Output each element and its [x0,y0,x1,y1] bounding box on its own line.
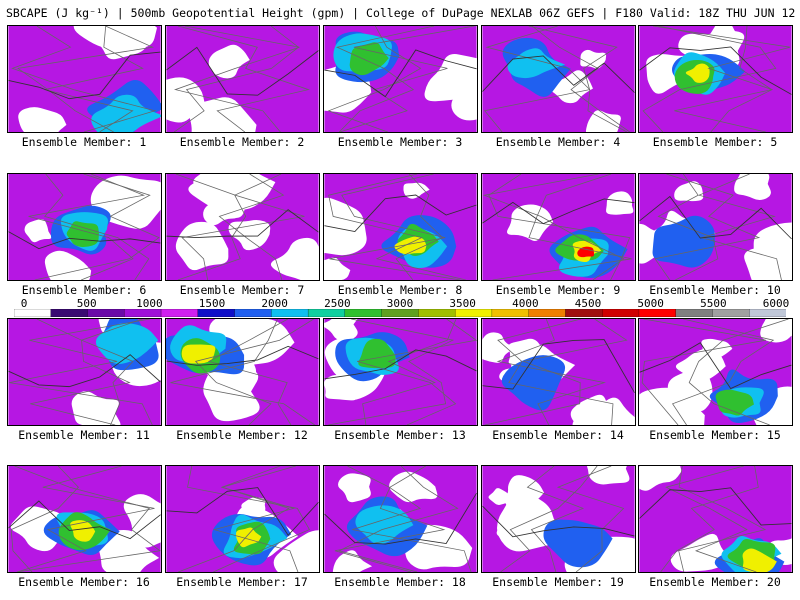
panel-label-member-14: Ensemble Member: 14 [492,428,624,442]
colorbar-bin [491,309,530,317]
colorbar [14,309,786,317]
colorbar-tick-label: 1500 [198,297,226,310]
map-panel-member-4 [481,25,636,133]
colorbar-bin [418,309,456,317]
colorbar-bin [749,309,786,317]
colorbar-bin [565,309,603,317]
map-panel-member-10 [638,173,793,281]
colorbar-tick-label: 0 [20,297,28,310]
colorbar-bin [197,309,236,317]
colorbar-bin [675,309,714,317]
map-panel-member-5 [638,25,793,133]
panel-label-member-9: Ensemble Member: 9 [495,283,621,297]
colorbar-bin [14,309,52,317]
map-panel-member-7 [165,173,320,281]
colorbar-tick-label: 5000 [637,297,664,310]
colorbar-bin [381,309,420,317]
colorbar-bin [307,309,346,317]
colorbar-bin [712,309,750,317]
map-panel-member-9 [481,173,636,281]
map-panel-member-1 [7,25,162,133]
panel-label-member-12: Ensemble Member: 12 [176,428,308,442]
colorbar-bin [638,309,677,317]
map-panel-member-12 [165,318,320,426]
colorbar-bin [454,309,493,317]
panel-label-member-6: Ensemble Member: 6 [21,283,147,297]
colorbar-bin [124,309,162,317]
colorbar-tick-label: 2500 [324,297,351,310]
panel-label-member-8: Ensemble Member: 8 [337,283,463,297]
panel-label-member-4: Ensemble Member: 4 [495,135,621,149]
colorbar-bin [602,309,640,317]
panel-label-member-2: Ensemble Member: 2 [179,135,305,149]
colorbar-tick-label: 3000 [386,297,414,310]
map-panel-member-15 [638,318,793,426]
map-panel-member-8 [323,173,478,281]
panel-label-member-1: Ensemble Member: 1 [21,135,147,149]
panel-label-member-10: Ensemble Member: 10 [649,283,781,297]
map-panel-member-13 [323,318,478,426]
map-panel-member-11 [7,318,162,426]
colorbar-bin [160,309,199,317]
map-panel-member-17 [165,465,320,573]
panel-label-member-3: Ensemble Member: 3 [337,135,463,149]
colorbar-tick-labels: 0 500 1000 1500 2000 2500 3000 3500 4000 4500 5000… [0,297,800,310]
panel-label-member-13: Ensemble Member: 13 [334,428,466,442]
colorbar-tick-label: 5500 [700,297,727,310]
map-title: SBCAPE (J kg⁻¹) | 500mb Geopotential Hei… [6,6,800,20]
colorbar-tick-label: 500 [76,297,97,310]
panel-label-member-7: Ensemble Member: 7 [179,283,305,297]
map-panel-member-20 [638,465,793,573]
colorbar-bin [344,309,383,317]
map-panel-member-18 [323,465,478,573]
colorbar-tick-label: 6000 [762,297,790,310]
panel-label-member-16: Ensemble Member: 16 [18,575,150,589]
panel-label-member-18: Ensemble Member: 18 [334,575,466,589]
colorbar-bin [528,309,567,317]
colorbar-tick-label: 2000 [261,297,288,310]
map-panel-member-2 [165,25,320,133]
panel-label-member-17: Ensemble Member: 17 [176,575,308,589]
map-panel-member-3 [323,25,478,133]
panel-label-member-20: Ensemble Member: 20 [649,575,781,589]
colorbar-tick-label: 4000 [512,297,539,310]
panel-label-member-15: Ensemble Member: 15 [649,428,781,442]
colorbar-tick-label: 4500 [574,297,602,310]
colorbar-tick-label: 3500 [449,297,476,310]
map-panel-member-6 [7,173,162,281]
colorbar-bin [271,309,309,317]
colorbar-bin [50,309,89,317]
colorbar-tick-label: 1000 [136,297,163,310]
colorbar-bin [87,309,125,317]
panel-label-member-5: Ensemble Member: 5 [652,135,778,149]
panel-label-member-19: Ensemble Member: 19 [492,575,624,589]
panel-label-member-11: Ensemble Member: 11 [18,428,150,442]
map-panel-member-14 [481,318,636,426]
map-panel-member-19 [481,465,636,573]
colorbar-bin [234,309,272,317]
map-panel-member-16 [7,465,162,573]
